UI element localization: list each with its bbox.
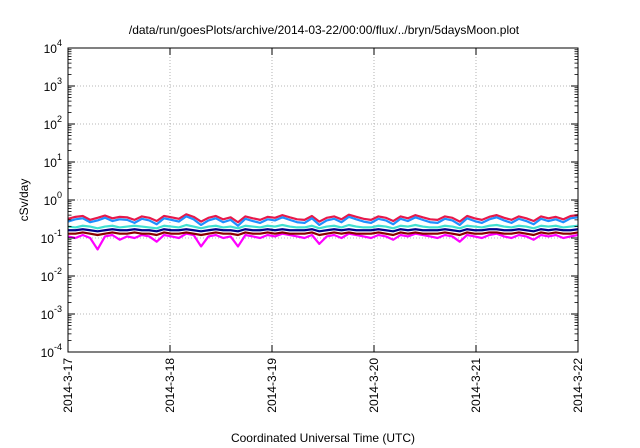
y-tick-label: 100 xyxy=(44,190,62,208)
x-tick-label: 2014-3-18 xyxy=(163,358,177,413)
series-line-5 xyxy=(67,215,579,227)
x-tick-label: 2014-3-17 xyxy=(61,358,75,413)
series-line-1 xyxy=(68,231,579,237)
y-tick-label: 103 xyxy=(44,76,62,94)
y-tick-label: 10-1 xyxy=(41,228,62,246)
y-axis-title: cSv/day xyxy=(17,179,31,222)
y-tick-label: 101 xyxy=(44,152,62,170)
y-tick-label: 102 xyxy=(44,114,62,132)
y-tick-label: 104 xyxy=(44,38,62,56)
series-line-3 xyxy=(67,223,579,230)
series-line-2 xyxy=(68,228,579,233)
y-tick-label: 10-3 xyxy=(41,304,62,322)
grid xyxy=(68,48,578,352)
x-tick-label: 2014-3-22 xyxy=(571,358,585,413)
series-line-0 xyxy=(67,232,579,251)
y-tick-label: 10-4 xyxy=(41,342,62,360)
x-tick-label: 2014-3-20 xyxy=(367,358,381,413)
series-group xyxy=(67,213,579,251)
y-tick-label: 10-2 xyxy=(41,266,62,284)
x-axis-title: Coordinated Universal Time (UTC) xyxy=(231,431,415,445)
chart-title: /data/run/goesPlots/archive/2014-03-22/0… xyxy=(129,23,520,37)
series-line-4 xyxy=(67,213,579,224)
x-tick-label: 2014-3-19 xyxy=(265,358,279,413)
x-tick-label: 2014-3-21 xyxy=(469,358,483,413)
